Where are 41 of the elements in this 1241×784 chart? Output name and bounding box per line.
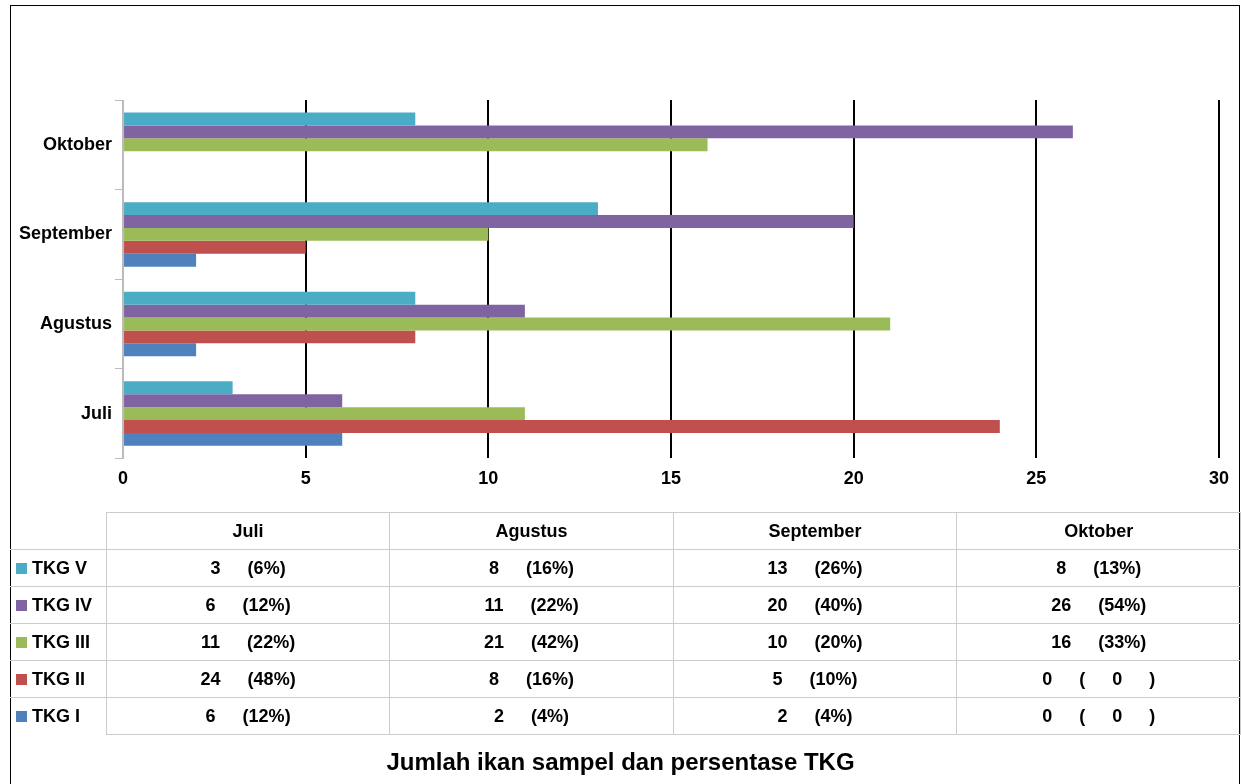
text: 26 (54%)	[956, 586, 1241, 624]
text: 6 (12%)	[106, 586, 390, 624]
text: 21 (42%)	[389, 623, 674, 661]
text: 10 (20%)	[673, 623, 957, 661]
text: 2 (4%)	[389, 697, 674, 735]
text: 6 (12%)	[106, 697, 390, 735]
x-tick-label: 0	[118, 468, 129, 489]
x-tick-label: 15	[661, 468, 682, 489]
text: 8 (13%)	[956, 549, 1241, 587]
legend-label: TKG II	[10, 660, 107, 698]
y-tick-label: Juli	[81, 402, 113, 423]
text: Jumlah ikan sampel dan persentase TKG	[385, 748, 856, 776]
legend-label: TKG III	[10, 623, 107, 661]
text: 5 (10%)	[673, 660, 957, 698]
text: 0 ( 0 )	[956, 660, 1241, 698]
y-tick-label: Oktober	[43, 133, 113, 154]
y-tick-label: September	[18, 223, 113, 244]
legend-label: TKG IV	[10, 586, 107, 624]
text: 0 ( 0 )	[956, 697, 1241, 735]
text: 8 (16%)	[389, 660, 674, 698]
legend-label: TKG V	[10, 549, 107, 587]
text: 20 (40%)	[673, 586, 957, 624]
x-tick-label: 10	[478, 468, 499, 489]
text: 24 (48%)	[106, 660, 390, 698]
category-label: Oktober	[1064, 520, 1134, 541]
text: 3 (6%)	[106, 549, 390, 587]
text: 8 (16%)	[389, 549, 674, 587]
text: 13 (26%)	[673, 549, 957, 587]
text: 11 (22%)	[389, 586, 674, 624]
y-tick-label: Agustus	[40, 312, 113, 333]
category-label: Juli	[232, 520, 264, 541]
x-tick-label: 5	[300, 468, 311, 489]
category-label: Agustus	[495, 520, 568, 541]
category-label: September	[768, 520, 862, 541]
text: 16 (33%)	[956, 623, 1241, 661]
legend-label: TKG I	[10, 697, 107, 735]
text: 2 (4%)	[673, 697, 957, 735]
text: 11 (22%)	[106, 623, 390, 661]
x-tick-label: 20	[843, 468, 864, 489]
x-tick-label: 25	[1026, 468, 1047, 489]
x-tick-label: 30	[1208, 468, 1230, 489]
